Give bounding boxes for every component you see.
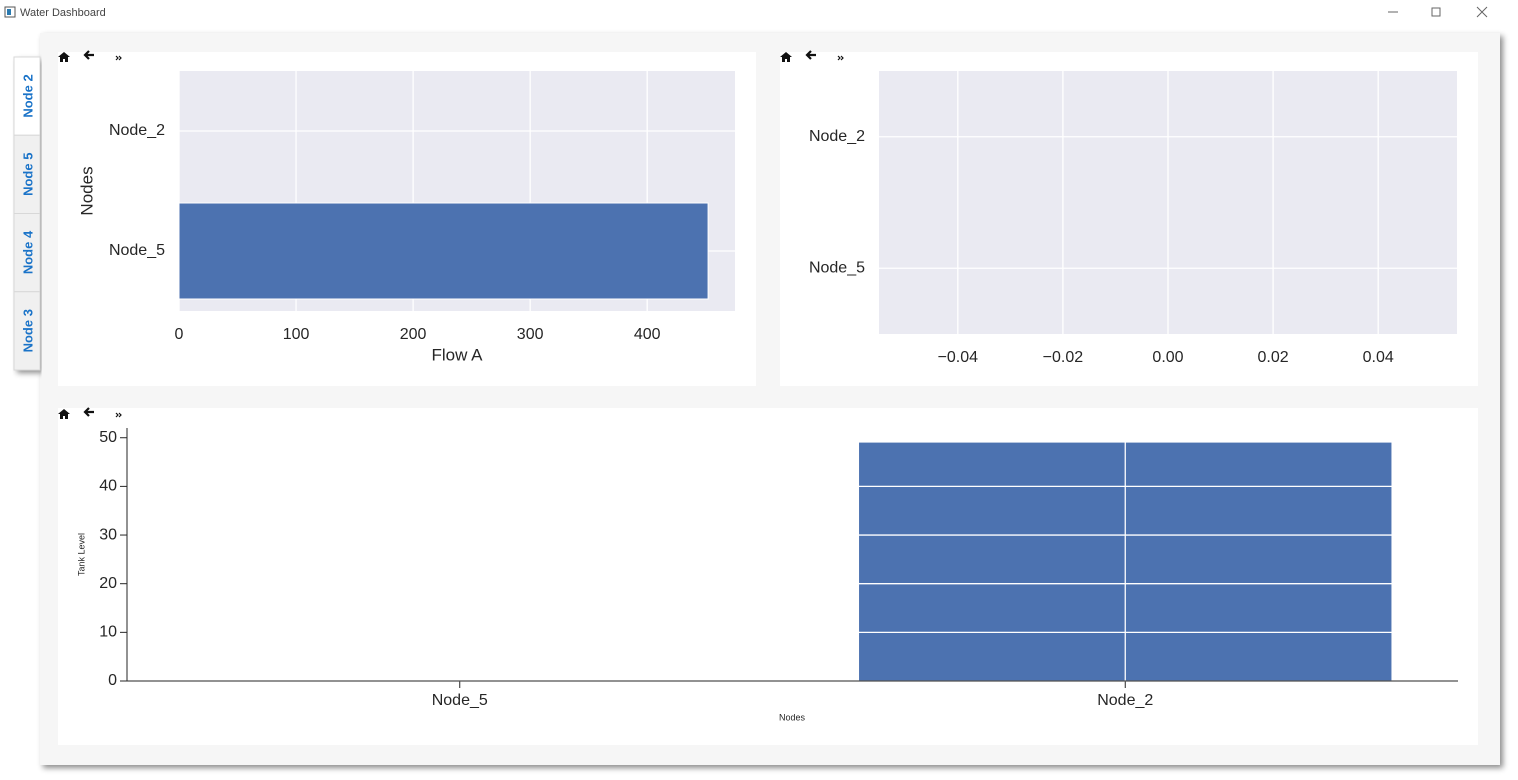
back-button[interactable] — [805, 50, 816, 60]
x-tick-label: Node_5 — [432, 692, 488, 709]
more-button[interactable] — [115, 412, 122, 418]
home-button[interactable] — [58, 409, 70, 419]
y-tick-label: Node_5 — [109, 242, 165, 259]
app-icon-fill — [7, 9, 11, 15]
back-button[interactable] — [83, 407, 94, 417]
x-tick-label: 0.02 — [1258, 349, 1289, 366]
app-icon — [4, 6, 16, 18]
x-tick-label: 0.04 — [1363, 349, 1394, 366]
x-tick-label: 0 — [175, 326, 184, 343]
more-button[interactable] — [115, 55, 122, 61]
y-tick-label: Node_2 — [809, 128, 865, 145]
tab-label: Node 4 — [20, 230, 35, 274]
y-tick-label: 20 — [99, 575, 117, 592]
back-button[interactable] — [83, 50, 94, 60]
y-tick-label: 50 — [99, 429, 117, 446]
home-button[interactable] — [58, 52, 70, 62]
close-button[interactable] — [1476, 6, 1488, 18]
x-tick-label: 0.00 — [1152, 349, 1183, 366]
restore-button[interactable] — [1431, 7, 1441, 17]
chart: 0 100 200 300 400 Node_2 Node_5 Flow A Nodes — [77, 71, 735, 364]
window-title: Water Dashboard — [20, 7, 106, 19]
y-axis-label: Tank Level — [76, 533, 86, 576]
more-button[interactable] — [837, 55, 844, 61]
x-tick-label: −0.02 — [1043, 349, 1084, 366]
x-axis-label: Nodes — [779, 712, 806, 722]
x-tick-label: Node_2 — [1097, 692, 1153, 709]
tab[interactable] — [13, 213, 41, 293]
y-tick-label: 10 — [99, 624, 117, 641]
y-tick-label: Node_2 — [109, 122, 165, 139]
x-axis-label: Flow A — [431, 345, 483, 364]
x-tick-label: 100 — [283, 326, 310, 343]
tab[interactable] — [13, 56, 41, 136]
home-button[interactable] — [780, 52, 792, 62]
x-tick-label: −0.04 — [938, 349, 979, 366]
chart: −0.04 −0.02 0.00 0.02 0.04 Node_2 Node_5 — [809, 71, 1457, 366]
y-tick-label: 40 — [99, 478, 117, 495]
y-tick-label: 0 — [108, 672, 117, 689]
bar — [178, 202, 709, 300]
chart: 0 10 20 30 40 50 Node_5 Node_2 Nodes Tank Level — [76, 428, 1458, 722]
tab-label: Node 3 — [20, 309, 35, 352]
x-tick-label: 300 — [517, 326, 544, 343]
tab[interactable] — [13, 291, 41, 371]
y-axis-label: Nodes — [77, 166, 96, 215]
tab-label: Node 2 — [20, 74, 35, 117]
x-tick-label: 200 — [400, 326, 427, 343]
tab-label: Node 5 — [20, 153, 35, 196]
y-tick-label: 30 — [99, 526, 117, 543]
y-tick-label: Node_5 — [809, 259, 865, 276]
x-tick-label: 400 — [634, 326, 661, 343]
